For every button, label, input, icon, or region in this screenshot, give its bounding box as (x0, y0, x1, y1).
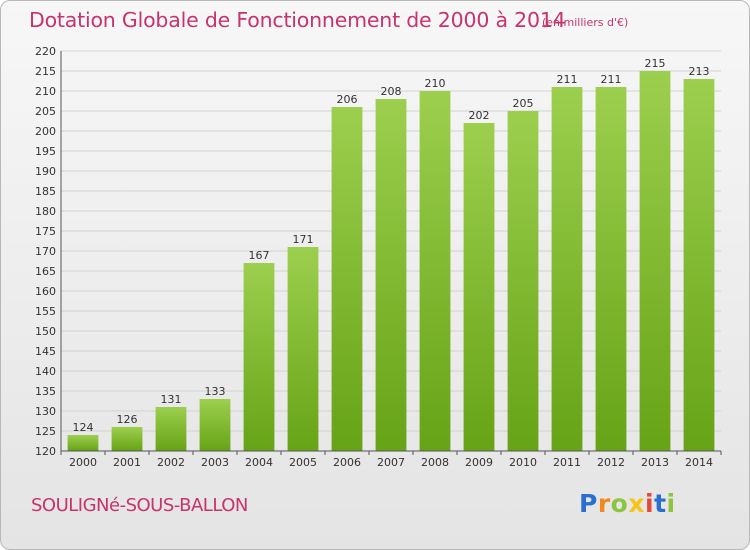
x-tick-label: 2014 (685, 456, 713, 469)
x-tick-label: 2008 (421, 456, 449, 469)
bar-value-label: 206 (337, 93, 358, 106)
chart-unit: (en milliers d'€) (542, 16, 629, 29)
logo-letter: x (628, 489, 645, 518)
x-tick-label: 2007 (377, 456, 405, 469)
x-tick-label: 2000 (69, 456, 97, 469)
x-axis: 2000 2001 2002 2003 2004 2005 2006 2007 2008 2009… (60, 450, 722, 469)
bar-value-label: 210 (425, 77, 446, 90)
bar-value-label: 167 (249, 249, 270, 262)
proxiti-logo: Proxiti (579, 489, 676, 518)
y-tick-label: 140 (35, 365, 56, 378)
logo-letter: i (645, 489, 655, 518)
bar-value-label: 211 (601, 73, 622, 86)
bar-2000 (67, 435, 99, 451)
y-tick-label: 130 (35, 405, 56, 418)
x-tick-label: 2009 (465, 456, 493, 469)
bar-2003 (199, 399, 231, 451)
bar-2009 (463, 123, 495, 451)
y-tick-label: 125 (35, 425, 56, 438)
logo-letter: t (654, 489, 667, 518)
bar-value-label: 124 (73, 421, 94, 434)
x-tick-label: 2013 (641, 456, 669, 469)
y-tick-label: 175 (35, 225, 56, 238)
bar-2007 (375, 99, 407, 451)
bar-2005 (287, 247, 319, 451)
y-tick-label: 195 (35, 145, 56, 158)
bar-value-label: 205 (513, 97, 534, 110)
bar-2001 (111, 427, 143, 451)
x-tick-label: 2001 (113, 456, 141, 469)
bar-2012 (595, 87, 627, 451)
y-tick-label: 135 (35, 385, 56, 398)
y-tick-label: 190 (35, 165, 56, 178)
bar-value-label: 202 (469, 109, 490, 122)
bars: 124 126 131 133 167 171 206 208 210 202 205 211 211 2… (67, 57, 715, 451)
y-tick-label: 200 (35, 125, 56, 138)
bar-value-label: 131 (161, 393, 182, 406)
logo-letter: r (597, 489, 611, 518)
y-tick-label: 210 (35, 85, 56, 98)
chart-title: Dotation Globale de Fonctionnement de 20… (29, 8, 566, 32)
x-tick-label: 2011 (553, 456, 581, 469)
y-tick-label: 170 (35, 245, 56, 258)
bar-2010 (507, 111, 539, 451)
bar-value-label: 211 (557, 73, 578, 86)
y-axis: 120 125 130 135 140 145 150 155 160 165 170 175 180 1… (35, 45, 62, 458)
y-tick-label: 150 (35, 325, 56, 338)
bar-value-label: 208 (381, 85, 402, 98)
y-tick-label: 165 (35, 265, 56, 278)
x-tick-label: 2010 (509, 456, 537, 469)
bar-value-label: 215 (645, 57, 666, 70)
y-tick-label: 215 (35, 65, 56, 78)
y-tick-label: 185 (35, 185, 56, 198)
logo-letter: P (579, 489, 598, 518)
x-tick-label: 2002 (157, 456, 185, 469)
bar-2008 (419, 91, 451, 451)
bar-2006 (331, 107, 363, 451)
bar-2002 (155, 407, 187, 451)
x-tick-label: 2005 (289, 456, 317, 469)
bar-2013 (639, 71, 671, 451)
y-tick-label: 180 (35, 205, 56, 218)
logo-letter: o (610, 489, 629, 518)
bar-2004 (243, 263, 275, 451)
bar-2011 (551, 87, 583, 451)
bar-value-label: 171 (293, 233, 314, 246)
bar-value-label: 126 (117, 413, 138, 426)
y-tick-label: 155 (35, 305, 56, 318)
bar-value-label: 213 (689, 65, 710, 78)
y-tick-label: 220 (35, 45, 56, 58)
bar-2014 (683, 79, 715, 451)
x-tick-label: 2003 (201, 456, 229, 469)
y-tick-label: 205 (35, 105, 56, 118)
commune-name: SOULIGNé-SOUS-BALLON (31, 495, 248, 516)
x-tick-label: 2006 (333, 456, 361, 469)
logo-letter: i (666, 489, 676, 518)
x-tick-label: 2012 (597, 456, 625, 469)
y-tick-label: 160 (35, 285, 56, 298)
y-tick-label: 120 (35, 445, 56, 458)
y-tick-label: 145 (35, 345, 56, 358)
bar-value-label: 133 (205, 385, 226, 398)
x-tick-label: 2004 (245, 456, 273, 469)
